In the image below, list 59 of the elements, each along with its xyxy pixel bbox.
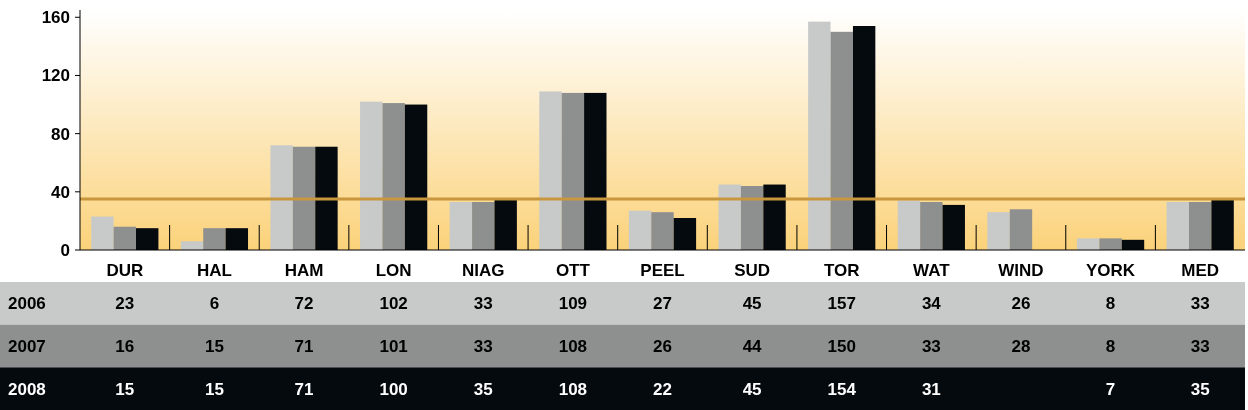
data-label: 71: [294, 379, 314, 399]
data-label: 45: [742, 379, 762, 399]
data-label: 33: [921, 336, 941, 356]
data-label: 15: [204, 379, 224, 399]
data-label: 33: [1190, 336, 1210, 356]
data-label: 102: [379, 294, 408, 314]
x-tick-label: LON: [375, 260, 412, 280]
text: 2008: [8, 379, 46, 399]
data-label: 27: [653, 294, 672, 314]
y-tick-label: 80: [51, 124, 70, 144]
y-tick-label: 40: [51, 182, 70, 202]
data-label: 15: [115, 379, 135, 399]
data-label: 35: [1190, 379, 1210, 399]
data-label: 33: [473, 294, 493, 314]
data-label: 7: [1105, 379, 1116, 399]
data-label: 154: [827, 379, 857, 399]
data-label: 23: [115, 294, 135, 314]
data-label: 33: [1190, 294, 1210, 314]
data-label: 15: [204, 336, 224, 356]
data-label: 8: [1105, 336, 1116, 356]
x-tick-label: WAT: [913, 260, 951, 280]
data-label: 157: [827, 294, 856, 314]
data-label: 26: [1011, 294, 1031, 314]
x-tick-label: TOR: [823, 260, 860, 280]
data-label: 109: [558, 294, 588, 314]
data-label: 71: [294, 336, 314, 356]
data-label: 8: [1105, 294, 1116, 314]
data-label: 34: [921, 294, 942, 314]
y-tick-label: 120: [41, 66, 70, 86]
data-label: 35: [473, 379, 493, 399]
data-label: 150: [827, 336, 856, 356]
data-label: 108: [558, 379, 588, 399]
data-label: 26: [653, 336, 672, 356]
data-label: 101: [379, 336, 408, 356]
data-label: 22: [653, 379, 672, 399]
x-tick-label: HAL: [196, 260, 232, 280]
data-label: 33: [473, 336, 493, 356]
data-label: 6: [209, 294, 220, 314]
x-tick-label: OTT: [555, 260, 591, 280]
data-label: 108: [558, 336, 588, 356]
text: 2007: [8, 336, 46, 356]
y-tick-label: 0: [60, 240, 70, 260]
x-tick-label: HAM: [284, 260, 324, 280]
data-label: 44: [742, 336, 763, 356]
x-tick-label: WIND: [998, 260, 1044, 280]
x-tick-label: SUD: [734, 260, 771, 280]
x-tick-label: MED: [1181, 260, 1220, 280]
x-tick-label: PEEL: [640, 260, 685, 280]
data-label: 31: [921, 379, 941, 399]
x-tick-label: NIAG: [462, 260, 505, 280]
data-label: 45: [742, 294, 762, 314]
text: 2006: [8, 294, 46, 314]
data-label: 16: [115, 336, 135, 356]
y-tick-label: 160: [41, 8, 70, 28]
data-label: 72: [294, 294, 314, 314]
data-label: 28: [1011, 336, 1031, 356]
x-tick-label: YORK: [1086, 260, 1136, 280]
data-label: 100: [379, 379, 408, 399]
x-tick-label: DUR: [106, 260, 144, 280]
